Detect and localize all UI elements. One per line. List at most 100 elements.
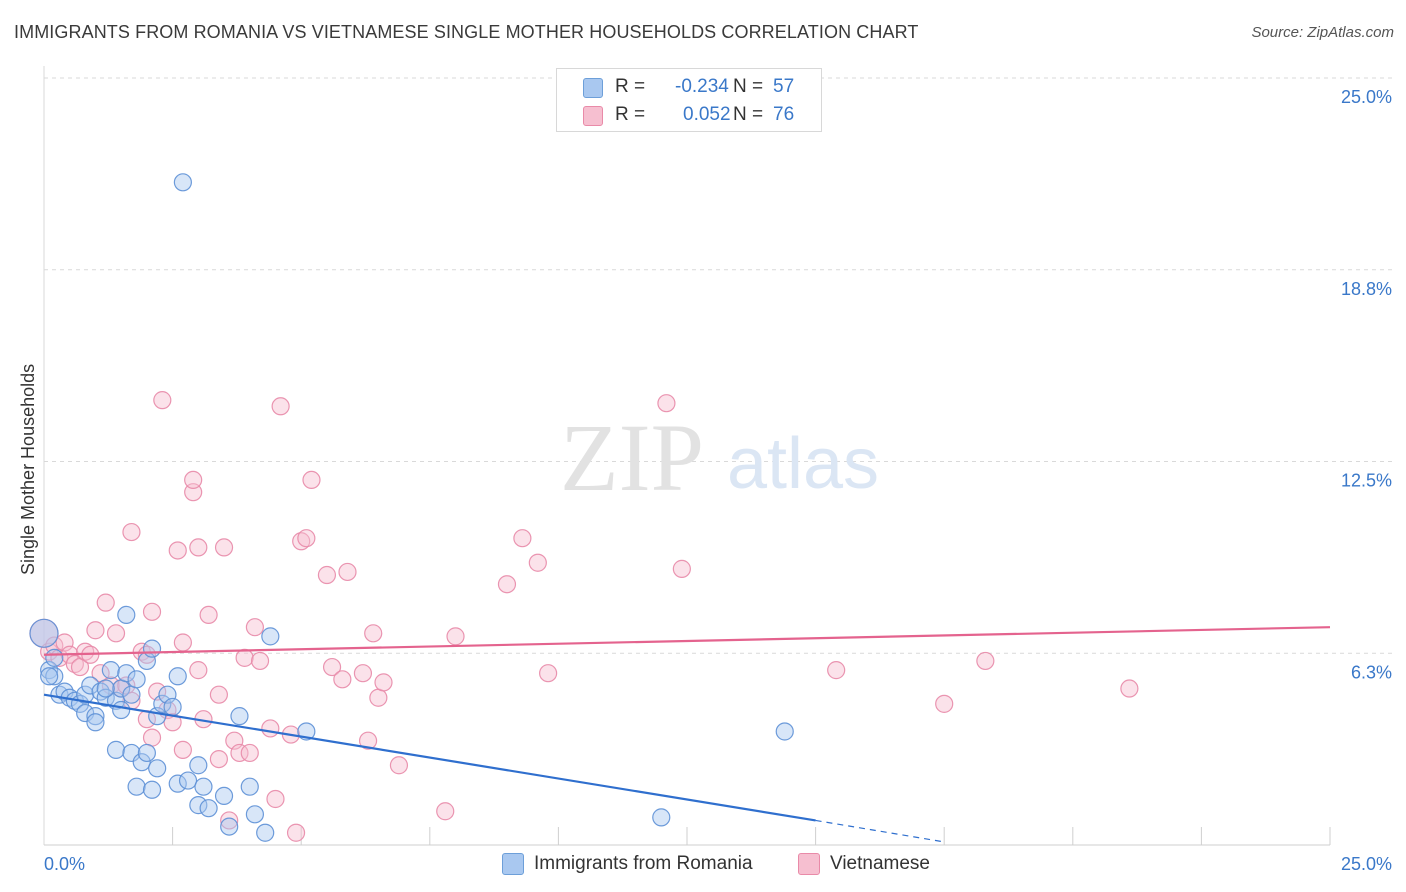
vietnamese-point bbox=[513, 529, 532, 548]
vietnamese-point bbox=[358, 731, 378, 750]
vietnamese-point bbox=[173, 740, 192, 759]
vietnamese-point bbox=[446, 627, 465, 646]
romania-point bbox=[199, 799, 218, 818]
vietnamese-point bbox=[106, 624, 126, 643]
romania-point bbox=[86, 707, 105, 726]
vietnamese-point bbox=[209, 749, 228, 769]
vietnamese-point bbox=[1120, 679, 1139, 698]
romania-point bbox=[142, 639, 162, 658]
vietnamese-point bbox=[322, 657, 342, 677]
romania-point bbox=[40, 667, 59, 686]
romania-point bbox=[101, 661, 120, 680]
vietnamese-point bbox=[173, 633, 192, 652]
romania-point bbox=[137, 743, 156, 763]
romania-point bbox=[178, 771, 198, 790]
romania-point bbox=[652, 808, 671, 827]
x-tick-label: 0.0% bbox=[44, 854, 85, 874]
vietnamese-point bbox=[153, 391, 172, 410]
vietnamese-trend-line bbox=[43, 626, 1331, 656]
trend-lines bbox=[43, 626, 1331, 843]
romania-point bbox=[132, 753, 151, 772]
vietnamese-point bbox=[86, 621, 105, 640]
romania-point bbox=[122, 685, 141, 704]
romania-point bbox=[261, 627, 280, 646]
vietnamese-point bbox=[271, 397, 290, 416]
vietnamese-point bbox=[539, 664, 558, 683]
vietnamese-point bbox=[333, 670, 352, 689]
vietnamese-point bbox=[528, 553, 547, 572]
vietnamese-point bbox=[297, 529, 316, 548]
vietnamese-point bbox=[935, 694, 954, 713]
vietnamese-point bbox=[184, 470, 203, 490]
correlation-legend: R = -0.234 N = 57 R = 0.052 N = 76 bbox=[556, 68, 822, 132]
vietnamese-point bbox=[142, 728, 162, 747]
y-tick-label: 25.0% bbox=[1341, 87, 1392, 107]
romania-point bbox=[81, 676, 100, 695]
vietnamese-point bbox=[220, 811, 239, 830]
bottom-legend-label-romania: Immigrants from Romania bbox=[534, 853, 753, 874]
legend-r-label: R = bbox=[615, 76, 646, 97]
romania-point bbox=[127, 777, 146, 796]
vietnamese-point bbox=[657, 394, 676, 413]
y-tick-label: 6.3% bbox=[1351, 662, 1392, 682]
romania-point bbox=[112, 700, 131, 720]
romania-point bbox=[214, 786, 234, 806]
romania-point bbox=[96, 688, 115, 707]
romania-point bbox=[230, 707, 249, 726]
romania-point bbox=[76, 685, 95, 704]
watermark-zip: ZIP bbox=[560, 404, 704, 511]
romania-point bbox=[106, 740, 126, 759]
vietnamese-point bbox=[827, 661, 846, 680]
romania-point bbox=[45, 667, 64, 686]
romania-point bbox=[122, 743, 141, 763]
romania-point bbox=[86, 713, 105, 732]
vietnamese-point bbox=[245, 618, 265, 637]
romania-point bbox=[168, 774, 187, 793]
vietnamese-point bbox=[286, 823, 306, 842]
vietnamese-point bbox=[497, 575, 517, 594]
romania-point bbox=[256, 823, 275, 842]
romania-point bbox=[96, 679, 115, 698]
vietnamese-point bbox=[122, 522, 141, 542]
vietnamese-point bbox=[317, 565, 337, 585]
chart-title: IMMIGRANTS FROM ROMANIA VS VIETNAMESE SI… bbox=[14, 22, 919, 42]
vietnamese-point bbox=[189, 661, 208, 680]
legend-n-value: 57 bbox=[773, 76, 795, 97]
romania-point bbox=[148, 759, 167, 778]
vietnamese-point bbox=[76, 642, 95, 661]
vietnamese-point bbox=[230, 743, 249, 763]
romania-point bbox=[240, 777, 259, 796]
vietnamese-point bbox=[240, 743, 259, 763]
vietnamese-point bbox=[338, 562, 357, 582]
gridlines bbox=[44, 77, 1392, 654]
x-tick-label: 25.0% bbox=[1341, 854, 1392, 874]
romania-point bbox=[45, 648, 64, 667]
romania-point bbox=[163, 697, 182, 717]
romania-point bbox=[220, 817, 239, 836]
vietnamese-point bbox=[436, 802, 455, 821]
vietnamese-point bbox=[163, 713, 182, 732]
romania-point bbox=[142, 780, 162, 799]
romania-point bbox=[775, 722, 794, 741]
vietnamese-point bbox=[292, 532, 311, 551]
romania-point bbox=[117, 664, 136, 683]
romania-point bbox=[189, 756, 208, 775]
legend-n-label: N = bbox=[733, 104, 764, 125]
legend-n-label: N = bbox=[733, 76, 764, 97]
vietnamese-point bbox=[250, 651, 270, 671]
vietnamese-point bbox=[96, 593, 115, 612]
romania-point bbox=[153, 694, 172, 713]
romania-point bbox=[245, 805, 265, 824]
watermark-atlas: atlas bbox=[727, 424, 879, 504]
vietnamese-point bbox=[976, 651, 995, 671]
legend-r-value: 0.052 bbox=[683, 104, 731, 125]
romania-trend-line bbox=[43, 693, 816, 822]
vietnamese-point bbox=[389, 756, 409, 775]
vietnamese-point bbox=[168, 541, 187, 560]
vietnamese-point bbox=[261, 719, 280, 738]
bottom-legend-swatch-romania bbox=[502, 853, 524, 875]
watermark: ZIP atlas bbox=[560, 404, 879, 511]
legend-r-label: R = bbox=[615, 104, 646, 125]
vietnamese-point bbox=[672, 559, 691, 578]
